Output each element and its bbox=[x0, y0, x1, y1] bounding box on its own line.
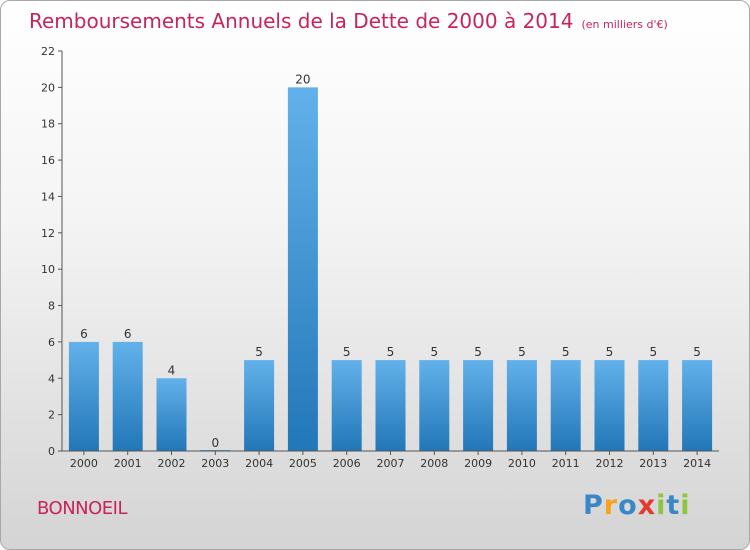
data-label: 5 bbox=[518, 345, 526, 359]
commune-name: BONNOEIL bbox=[37, 498, 128, 519]
y-tick-label: 10 bbox=[41, 263, 55, 276]
data-label: 5 bbox=[606, 345, 614, 359]
data-label: 4 bbox=[168, 363, 176, 377]
bar-2006 bbox=[331, 360, 362, 451]
x-tick-label: 2000 bbox=[70, 457, 98, 470]
y-tick-label: 2 bbox=[48, 409, 55, 422]
title-line: Remboursements Annuels de la Dette de 20… bbox=[29, 9, 668, 33]
data-label: 5 bbox=[649, 345, 657, 359]
x-tick-label: 2003 bbox=[201, 457, 229, 470]
data-label: 5 bbox=[474, 345, 482, 359]
x-tick-label: 2002 bbox=[158, 457, 186, 470]
y-tick-label: 20 bbox=[41, 81, 55, 94]
logo-letter: i bbox=[656, 490, 667, 521]
chart-title: Remboursements Annuels de la Dette de 20… bbox=[29, 9, 574, 33]
proxiti-logo[interactable]: Proxiti bbox=[583, 490, 691, 521]
bar-2002 bbox=[156, 378, 187, 451]
bar-2001 bbox=[112, 341, 143, 451]
data-label: 20 bbox=[295, 72, 310, 86]
x-tick-label: 2012 bbox=[596, 457, 624, 470]
bar-2009 bbox=[463, 360, 494, 451]
logo-letter: i bbox=[680, 490, 691, 521]
y-tick-label: 18 bbox=[41, 118, 55, 131]
logo-letter: x bbox=[637, 490, 657, 521]
logo-letter: t bbox=[666, 490, 681, 521]
bar-2007 bbox=[375, 360, 406, 451]
bar-2005 bbox=[287, 87, 318, 451]
bar-2014 bbox=[682, 360, 713, 451]
y-tick-label: 12 bbox=[41, 227, 55, 240]
bar-2011 bbox=[550, 360, 581, 451]
data-label: 5 bbox=[430, 345, 438, 359]
x-tick-label: 2009 bbox=[464, 457, 492, 470]
y-tick-label: 8 bbox=[48, 300, 55, 313]
data-label: 5 bbox=[255, 345, 263, 359]
bar-2004 bbox=[244, 360, 275, 451]
logo-letter: r bbox=[603, 490, 619, 521]
bar-2008 bbox=[419, 360, 450, 451]
x-tick-label: 2001 bbox=[114, 457, 142, 470]
y-tick-label: 0 bbox=[48, 445, 55, 458]
data-label: 5 bbox=[693, 345, 701, 359]
x-tick-label: 2004 bbox=[245, 457, 273, 470]
x-tick-label: 2008 bbox=[420, 457, 448, 470]
data-label: 6 bbox=[124, 327, 132, 341]
bar-2013 bbox=[638, 360, 669, 451]
x-tick-label: 2014 bbox=[683, 457, 711, 470]
bar-2012 bbox=[594, 360, 625, 451]
y-tick-label: 22 bbox=[41, 45, 55, 58]
data-label: 5 bbox=[387, 345, 395, 359]
bar-2010 bbox=[506, 360, 537, 451]
x-tick-label: 2006 bbox=[333, 457, 361, 470]
x-tick-label: 2005 bbox=[289, 457, 317, 470]
y-tick-label: 6 bbox=[48, 336, 55, 349]
x-tick-label: 2011 bbox=[552, 457, 580, 470]
y-tick-label: 16 bbox=[41, 154, 55, 167]
y-tick-label: 4 bbox=[48, 372, 55, 385]
y-tick-label: 14 bbox=[41, 190, 55, 203]
logo-letter: o bbox=[618, 490, 638, 521]
chart-subtitle: (en milliers d'€) bbox=[581, 18, 668, 31]
data-label: 6 bbox=[80, 327, 88, 341]
x-tick-label: 2010 bbox=[508, 457, 536, 470]
data-label: 5 bbox=[562, 345, 570, 359]
data-label: 0 bbox=[211, 436, 219, 450]
logo-letter: P bbox=[583, 490, 604, 521]
x-tick-label: 2007 bbox=[377, 457, 405, 470]
x-tick-label: 2013 bbox=[639, 457, 667, 470]
bar-2000 bbox=[68, 341, 99, 451]
data-label: 5 bbox=[343, 345, 351, 359]
